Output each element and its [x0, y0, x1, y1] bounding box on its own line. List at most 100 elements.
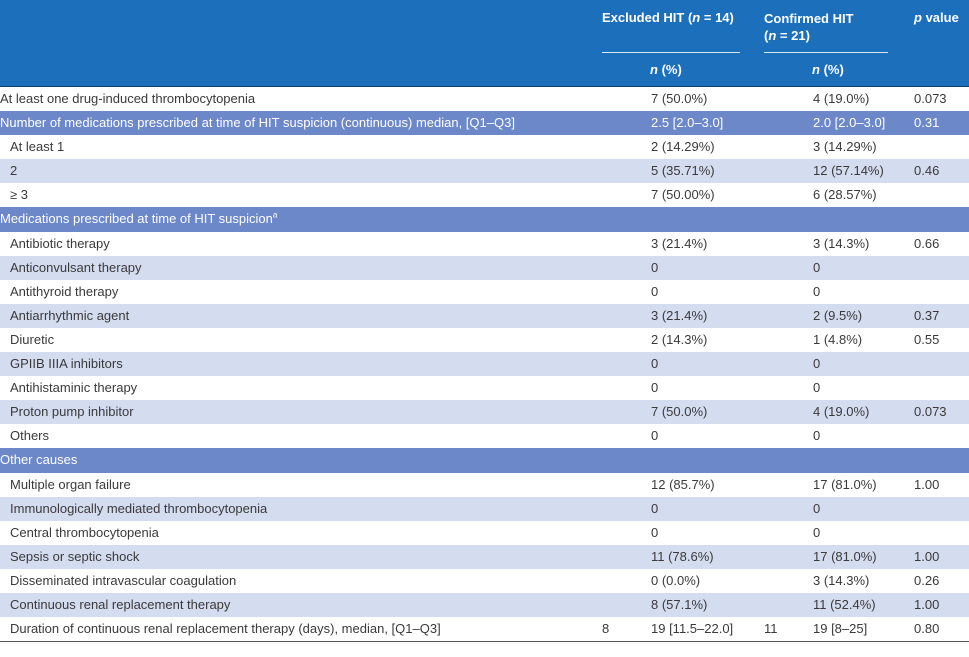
excluded-value-cell: 2.5 [2.0–3.0] — [651, 115, 724, 131]
table-row: Central thrombocytopenia 0 0 — [0, 520, 969, 545]
sub-pct-confirmed: (%) — [819, 62, 844, 77]
table-row: Diuretic 2 (14.3%) 1 (4.8%) 0.55 — [0, 327, 969, 353]
table-row: Proton pump inhibitor 7 (50.0%) 4 (19.0%) 0… — [0, 400, 969, 425]
confirmed-suffix: = 21) — [776, 28, 810, 43]
confirmed-value-cell: 2.0 [2.0–3.0] — [813, 115, 886, 131]
excluded-value-cell: 5 (35.71%) — [651, 163, 715, 179]
p-value-cell: 0.37 — [914, 307, 940, 323]
excluded-value-cell: 2 (14.3%) — [651, 331, 708, 347]
confirmed-value-cell: 3 (14.29%) — [813, 139, 877, 155]
confirmed-value-cell: 11 (52.4%) — [813, 596, 876, 612]
row-label: Central thrombocytopenia — [10, 524, 159, 540]
subheader-excluded: n (%) — [650, 62, 682, 77]
table-row: Disseminated intravascular coagulation 0 … — [0, 568, 969, 593]
p-value-cell: 0.66 — [914, 235, 940, 251]
excluded-value-cell: 7 (50.00%) — [651, 187, 715, 203]
excluded-value-cell: 0 — [651, 259, 659, 275]
confirmed-value-cell: 0 — [813, 283, 821, 299]
col-header-p-value: p value — [914, 10, 959, 25]
p-value-cell: 0.073 — [914, 404, 947, 420]
p-suffix: value — [921, 10, 959, 25]
table-row: Anticonvulsant therapy 0 0 — [0, 255, 969, 280]
col-header-excluded: Excluded HIT (n = 14) — [602, 10, 734, 25]
row-label: At least one drug-induced thrombocytopen… — [0, 91, 256, 106]
confirmed-value-cell: 6 (28.57%) — [813, 187, 877, 203]
excluded-value-cell: 0 — [651, 380, 659, 396]
row-label: Continuous renal replacement therapy — [10, 596, 231, 612]
row-label: Others — [10, 428, 50, 444]
excluded-value-cell: 7 (50.0%) — [651, 91, 708, 106]
excluded-prefix: Excluded HIT ( — [602, 10, 693, 25]
row-label: At least 1 — [10, 139, 65, 155]
sub-pct-excluded: (%) — [657, 62, 682, 77]
excluded-value-cell: 0 — [651, 524, 659, 540]
confirmed-value-cell: 0 — [813, 524, 821, 540]
table-header: Excluded HIT (n = 14) Confirmed HIT (n = … — [0, 0, 969, 87]
section-row: Number of medications prescribed at time… — [0, 111, 969, 136]
confirmed-n: n — [768, 28, 777, 43]
subheader-confirmed: n (%) — [812, 62, 844, 77]
table-row: Antiarrhythmic agent 3 (21.4%) 2 (9.5%) 0.3… — [0, 303, 969, 328]
row-label: ≥ 3 — [10, 187, 28, 203]
section-row: Medications prescribed at time of HIT su… — [0, 207, 969, 232]
table-row: ≥ 3 7 (50.00%) 6 (28.57%) — [0, 183, 969, 208]
table-row: GPIIB IIIA inhibitors 0 0 — [0, 352, 969, 377]
table-row: Antithyroid therapy 0 0 — [0, 279, 969, 304]
sub-n-excluded: n — [650, 62, 658, 77]
confirmed-value-cell: 2 (9.5%) — [813, 307, 863, 323]
row-label: Antiarrhythmic agent — [10, 307, 130, 323]
excluded-value-cell: 7 (50.0%) — [651, 404, 708, 420]
confirmed-value-cell: 17 (81.0%) — [813, 476, 877, 492]
table-row: Duration of continuous renal replacement… — [0, 617, 969, 642]
row-label: Antithyroid therapy — [10, 283, 119, 299]
p-value-cell: 0.46 — [914, 163, 940, 179]
confirmed-value-cell: 0 — [813, 500, 821, 516]
confirmed-value-cell: 1 (4.8%) — [813, 331, 863, 347]
row-label: Proton pump inhibitor — [10, 404, 134, 420]
excluded-value-cell: 3 (21.4%) — [651, 307, 708, 323]
header-rule-confirmed — [764, 52, 888, 53]
excluded-value-cell: 8 (57.1%) — [651, 596, 708, 612]
confirmed-value-cell: 4 (19.0%) — [813, 91, 870, 106]
row-label: Other causes — [0, 452, 78, 468]
confirmed-value-cell: 4 (19.0%) — [813, 404, 870, 420]
excluded-value-cell: 2 (14.29%) — [651, 139, 715, 155]
excluded-value-cell: 0 (0.0%) — [651, 572, 701, 588]
p-value-cell: 0.073 — [914, 91, 947, 106]
p-value-cell: 1.00 — [914, 476, 940, 492]
confirmed-open: ( — [764, 28, 769, 43]
table-row: Sepsis or septic shock 11 (78.6%) 17 (81.0… — [0, 544, 969, 569]
row-label: Immunologically mediated thrombocytopeni… — [10, 500, 268, 516]
excluded-n: n — [692, 10, 701, 25]
excluded-value-cell: 0 — [651, 500, 659, 516]
confirmed-value-cell: 0 — [813, 428, 821, 444]
col-header-confirmed: Confirmed HIT (n = 21) — [764, 10, 884, 44]
confirmed-value-cell: 3 (14.3%) — [813, 235, 870, 251]
p-italic: p — [914, 10, 922, 25]
p-value-cell: 0.55 — [914, 331, 940, 347]
excluded-n-cell: 8 — [602, 621, 610, 637]
excluded-value-cell: 0 — [651, 428, 659, 444]
row-label: Medications prescribed at time of HIT su… — [0, 211, 278, 227]
excluded-value-cell: 0 — [651, 356, 659, 372]
table-row: 2 5 (35.71%) 12 (57.14%) 0.46 — [0, 159, 969, 184]
row-label: Duration of continuous renal replacement… — [10, 621, 441, 637]
confirmed-value-cell: 12 (57.14%) — [813, 163, 884, 179]
row-label: Number of medications prescribed at time… — [0, 115, 515, 131]
data-table: Excluded HIT (n = 14) Confirmed HIT (n = … — [0, 0, 969, 643]
excluded-value-cell: 19 [11.5–22.0] — [651, 621, 734, 637]
confirmed-value-cell: 0 — [813, 380, 821, 396]
row-label: Antihistaminic therapy — [10, 380, 138, 396]
row-label: Antibiotic therapy — [10, 235, 110, 251]
confirmed-n-cell: 11 — [764, 621, 778, 637]
footnote-marker: a — [272, 211, 278, 221]
table-body: At least one drug-induced thrombocytopen… — [0, 87, 969, 642]
table-row: Immunologically mediated thrombocytopeni… — [0, 496, 969, 521]
table-row: Others 0 0 — [0, 424, 969, 449]
confirmed-value-cell: 0 — [813, 356, 821, 372]
confirmed-value-cell: 0 — [813, 259, 821, 275]
table-row: Antibiotic therapy 3 (21.4%) 3 (14.3%) 0.66 — [0, 231, 969, 256]
excluded-value-cell: 11 (78.6%) — [651, 548, 714, 564]
row-label: 2 — [10, 163, 18, 179]
table-row: Continuous renal replacement therapy 8 (5… — [0, 592, 969, 618]
